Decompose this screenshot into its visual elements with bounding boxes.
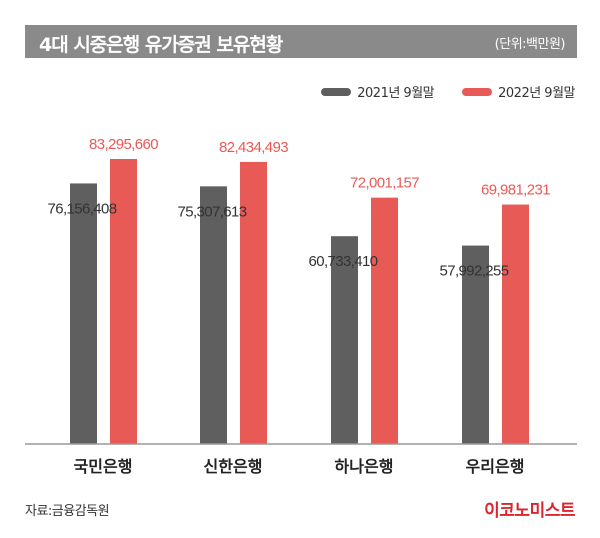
title-bar: 4대 시중은행 유가증권 보유현황 (단위:백만원) [25, 25, 577, 58]
bar-2021 [462, 245, 489, 444]
unit-label: (단위:백만원) [494, 37, 566, 52]
data-label-2021: 76,156,408 [47, 200, 116, 217]
publisher-logo: 이코노미스트 [484, 501, 575, 521]
chart-title: 4대 시중은행 유가증권 보유현황 [39, 34, 283, 56]
bar-2021 [200, 186, 227, 444]
bar-2022 [371, 197, 398, 444]
data-label-2021: 57,992,255 [439, 263, 508, 280]
bar-2022 [240, 161, 267, 444]
legend-swatch-2022 [462, 87, 493, 96]
legend: 2021년 9월말 2022년 9월말 [301, 82, 575, 101]
data-label-2022: 82,434,493 [219, 139, 288, 156]
bar-2021 [70, 183, 97, 444]
bar-2022 [110, 159, 137, 444]
data-label-2022: 69,981,231 [481, 182, 550, 199]
data-label-2022: 72,001,157 [350, 175, 419, 192]
bar-2022 [502, 204, 529, 444]
category-label: 우리은행 [466, 457, 525, 476]
category-label: 국민은행 [74, 457, 133, 476]
data-label-2022: 83,295,660 [89, 136, 158, 153]
category-label: 신한은행 [204, 457, 263, 476]
legend-swatch-2021 [321, 87, 352, 96]
legend-label-2021: 2021년 9월말 [357, 86, 435, 101]
legend-label-2022: 2022년 9월말 [498, 86, 575, 101]
category-label: 하나은행 [335, 457, 394, 476]
data-label-2021: 75,307,613 [177, 203, 246, 220]
data-label-2021: 60,733,410 [308, 253, 377, 270]
bar-2021 [331, 236, 358, 444]
source-note: 자료:금융감독원 [25, 504, 110, 519]
